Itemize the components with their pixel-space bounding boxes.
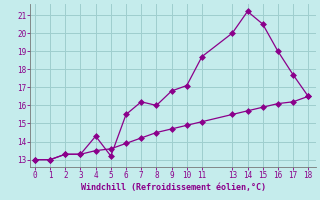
X-axis label: Windchill (Refroidissement éolien,°C): Windchill (Refroidissement éolien,°C) xyxy=(81,183,266,192)
